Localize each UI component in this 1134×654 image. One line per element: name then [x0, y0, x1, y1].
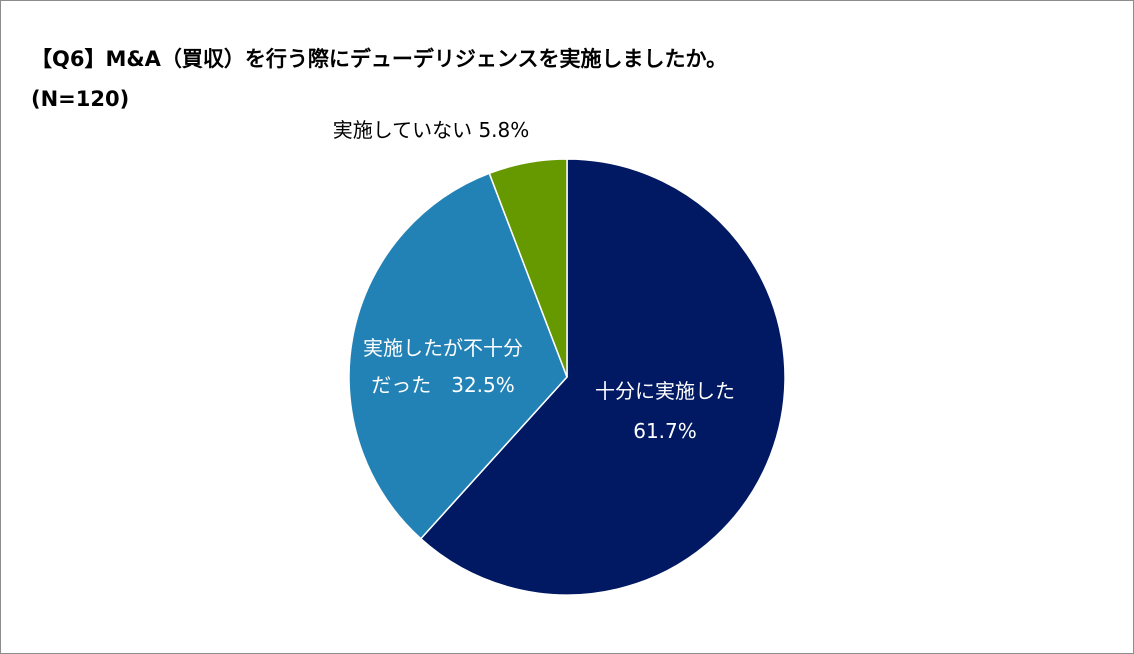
slice-fully-implemented — [419, 158, 786, 596]
slice-not-implemented — [488, 158, 568, 378]
chart-title-block: 【Q6】M&A（買収）を行う際にデューデリジェンスを実施しましたか。 (N=12… — [31, 39, 727, 119]
label-not-implemented: 実施していない 5.8% — [333, 118, 530, 142]
slice-implemented-insufficient — [348, 172, 568, 540]
label-implemented-insufficient: 実施したが不十分だった 32.5% — [363, 336, 523, 397]
chart-title: 【Q6】M&A（買収）を行う際にデューデリジェンスを実施しましたか。 — [31, 47, 728, 71]
chart-subtitle: (N=120) — [31, 87, 130, 111]
label-fully-implemented: 十分に実施した 61.7% — [595, 379, 735, 443]
